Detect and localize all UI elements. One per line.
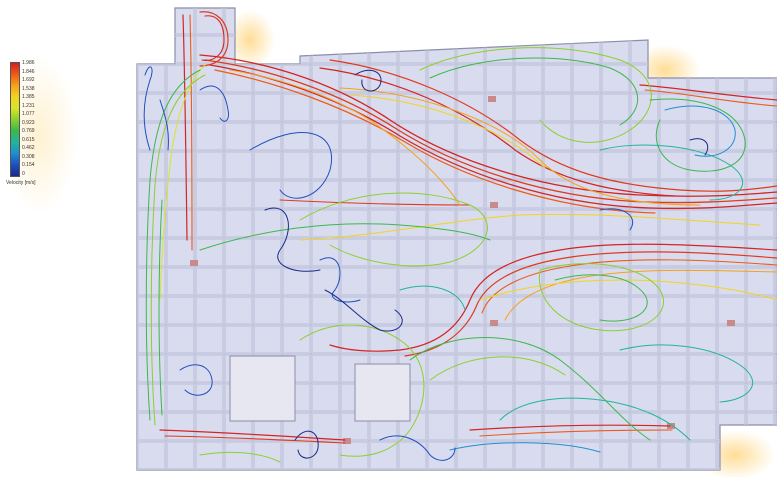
legend-tick: 1.385 xyxy=(22,94,35,100)
diffusers xyxy=(190,96,735,444)
legend-color-bar xyxy=(10,62,20,177)
room-block xyxy=(354,363,411,422)
diffuser-marker xyxy=(667,423,675,429)
legend-tick: 1.846 xyxy=(22,68,35,75)
diffuser-marker xyxy=(490,320,498,326)
legend-tick: 0.462 xyxy=(22,145,35,151)
legend-tick: 0.923 xyxy=(22,119,35,126)
legend-tick: 1.986 xyxy=(22,60,35,66)
legend-tick: 0.154 xyxy=(22,162,35,168)
diffuser-marker xyxy=(488,96,496,102)
legend-tick: 1.538 xyxy=(22,85,35,92)
legend-tick: 0 xyxy=(22,170,25,177)
velocity-legend: 1.986 1.846 1.692 1.538 1.385 1.231 1.07… xyxy=(0,0,80,230)
diffuser-marker xyxy=(190,260,198,266)
diffuser-marker xyxy=(727,320,735,326)
legend-tick: 0.308 xyxy=(22,153,35,160)
legend-tick: 1.077 xyxy=(22,111,35,117)
streamlines xyxy=(143,11,777,463)
diffuser-marker xyxy=(490,202,498,208)
legend-tick: 1.231 xyxy=(22,102,35,109)
legend-title: Velocity [m/s] xyxy=(6,180,36,186)
legend-tick: 0.615 xyxy=(22,136,35,143)
highlight-glow xyxy=(225,10,275,70)
legend-tick: 1.692 xyxy=(22,77,35,83)
legend-tick: 0.769 xyxy=(22,128,35,134)
room-block xyxy=(229,355,296,422)
diffuser-marker xyxy=(343,438,351,444)
